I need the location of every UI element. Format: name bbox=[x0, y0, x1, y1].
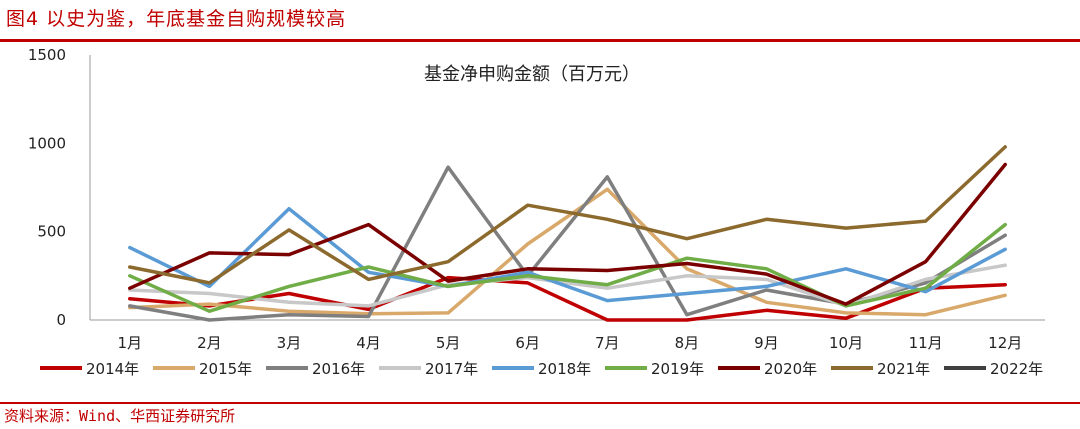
legend-label: 2020年 bbox=[764, 360, 817, 378]
y-tick-label: 1000 bbox=[28, 134, 66, 152]
top-rule bbox=[0, 39, 1080, 42]
legend: 2014年 2015年 2016年 2017年 2018年 2019年 2020年 2021年… bbox=[40, 360, 1043, 378]
legend-label: 2021年 bbox=[877, 360, 930, 378]
legend-label: 2022年 bbox=[990, 360, 1043, 378]
series-line-2 bbox=[128, 187, 1007, 317]
source-note: 资料来源：Wind、华西证券研究所 bbox=[4, 407, 236, 425]
x-tick-label: 3月 bbox=[277, 334, 302, 352]
y-tick-label: 1500 bbox=[28, 46, 66, 64]
series-line-6 bbox=[128, 222, 1007, 313]
line-chart: 0 500 1000 1500 1月 2月 3月 4月 5月 6月 7月 8月 9月 10月 11月 12月… bbox=[28, 46, 1045, 378]
series-line-7 bbox=[128, 162, 1007, 306]
legend-label: 2019年 bbox=[651, 360, 704, 378]
y-tick-label: 0 bbox=[56, 311, 66, 329]
chart-axes bbox=[89, 55, 1045, 321]
series-lines bbox=[128, 145, 1007, 322]
x-tick-label: 7月 bbox=[595, 334, 620, 352]
x-tick-label: 12月 bbox=[988, 334, 1022, 352]
x-tick-label: 2月 bbox=[197, 334, 222, 352]
series-line-8 bbox=[128, 145, 1007, 285]
x-tick-label: 6月 bbox=[515, 334, 540, 352]
x-tick-labels: 1月 2月 3月 4月 5月 6月 7月 8月 9月 10月 11月 12月 bbox=[118, 334, 1023, 352]
legend-label: 2015年 bbox=[199, 360, 252, 378]
y-tick-label: 500 bbox=[37, 223, 66, 241]
series-line-5 bbox=[128, 206, 1007, 303]
bottom-rule bbox=[0, 402, 1080, 404]
x-tick-label: 1月 bbox=[118, 334, 143, 352]
legend-label: 2016年 bbox=[312, 360, 365, 378]
x-tick-label: 10月 bbox=[829, 334, 863, 352]
x-tick-label: 11月 bbox=[909, 334, 943, 352]
x-tick-label: 8月 bbox=[675, 334, 700, 352]
legend-label: 2014年 bbox=[86, 360, 139, 378]
x-tick-label: 5月 bbox=[436, 334, 461, 352]
y-tick-labels: 0 500 1000 1500 bbox=[28, 46, 66, 329]
x-tick-label: 4月 bbox=[356, 334, 381, 352]
figure-title: 图4 以史为鉴，年底基金自购规模较高 bbox=[6, 8, 347, 30]
legend-label: 2018年 bbox=[538, 360, 591, 378]
legend-label: 2017年 bbox=[425, 360, 478, 378]
x-tick-label: 9月 bbox=[754, 334, 779, 352]
chart-title: 基金净申购金额（百万元） bbox=[424, 64, 640, 85]
